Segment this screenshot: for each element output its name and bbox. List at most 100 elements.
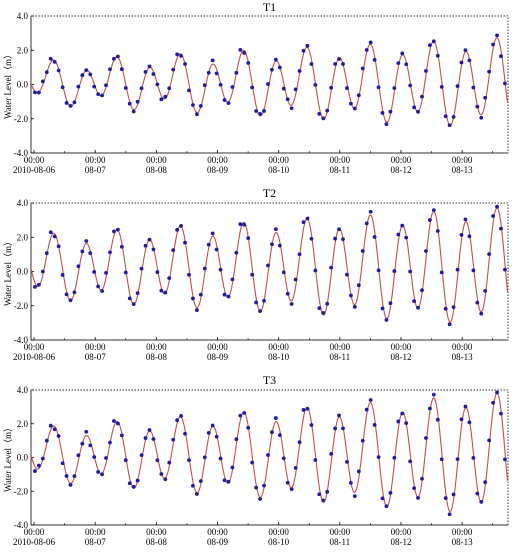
observed-point [123, 270, 128, 275]
observed-point [230, 85, 235, 89]
observed-point [416, 495, 420, 500]
observed-point [88, 251, 93, 256]
observed-point [305, 43, 310, 48]
chart-title: T2 [263, 186, 276, 200]
observed-point [412, 299, 416, 304]
observed-point [258, 309, 262, 313]
observed-point [210, 58, 215, 63]
observed-point [341, 237, 345, 242]
observed-point [191, 296, 195, 301]
observed-point [380, 306, 385, 311]
observed-point [471, 456, 476, 460]
observed-point [388, 301, 393, 306]
y-tick-label: 0.0 [17, 453, 29, 463]
observed-point [96, 470, 101, 474]
observed-point [226, 479, 231, 484]
observed-point [447, 322, 452, 327]
observed-point [424, 436, 428, 440]
observed-point [202, 455, 207, 460]
observed-point [60, 461, 65, 466]
observed-point [337, 413, 341, 418]
observed-point [443, 496, 448, 500]
y-axis-label: Water Level（m） [3, 237, 13, 306]
observed-point [194, 112, 199, 117]
observed-point [258, 111, 262, 116]
observed-point [72, 100, 77, 105]
observed-point [475, 300, 480, 305]
observed-point [404, 62, 409, 67]
x-tick-label-time: 00:00 [85, 155, 106, 165]
observed-point [37, 282, 41, 287]
observed-point [380, 496, 385, 501]
observed-point [455, 84, 460, 89]
chart-title: T3 [263, 373, 276, 387]
observed-point [100, 289, 104, 293]
observed-point [238, 222, 243, 227]
x-tick-label-time: 00:00 [268, 155, 289, 165]
observed-point [459, 60, 464, 65]
observed-point [230, 465, 235, 470]
observed-point [420, 288, 424, 293]
observed-point [376, 455, 381, 459]
observed-point [329, 451, 334, 456]
observed-point [234, 250, 239, 255]
observed-point [483, 480, 488, 485]
observed-point [104, 456, 108, 460]
observed-point [293, 277, 298, 282]
observed-point [293, 466, 298, 470]
observed-point [234, 437, 239, 442]
observed-point [68, 298, 73, 303]
observed-point [88, 72, 93, 77]
observed-point [289, 302, 294, 306]
observed-point [246, 61, 251, 65]
observed-point [167, 276, 172, 281]
observed-point [475, 104, 480, 109]
x-tick-label-date: 08-08 [146, 165, 167, 175]
x-tick-label-date: 08-08 [146, 352, 167, 362]
observed-point [439, 85, 444, 89]
observed-point [100, 472, 104, 477]
observed-point [345, 460, 349, 464]
observed-point [123, 458, 128, 463]
observed-point [475, 491, 480, 496]
observed-point [388, 490, 393, 495]
observed-point [214, 247, 219, 252]
observed-point [499, 54, 503, 59]
observed-point [76, 84, 81, 89]
x-tick-label-time: 00:00 [330, 155, 351, 165]
observed-point [56, 244, 61, 249]
observed-point [37, 463, 41, 468]
observed-point [159, 97, 164, 102]
observed-point [352, 106, 357, 111]
observed-point [175, 227, 180, 232]
observed-point [80, 73, 85, 78]
observed-point [266, 453, 270, 457]
observed-point [88, 443, 93, 448]
observed-point [104, 83, 108, 88]
observed-point [206, 70, 211, 75]
observed-point [503, 267, 507, 272]
observed-point [293, 87, 298, 92]
observed-point [246, 236, 251, 241]
y-tick-label: 2.0 [17, 232, 29, 242]
observed-point [416, 305, 420, 310]
observed-point [115, 227, 120, 232]
observed-point [112, 229, 116, 234]
x-tick-label-time: 00:00 [268, 527, 289, 537]
observed-point [384, 504, 389, 509]
observed-point [317, 111, 322, 116]
observed-point [206, 430, 211, 435]
observed-point [250, 272, 255, 277]
y-tick-label: 2.0 [17, 45, 29, 55]
x-tick-label-date: 08-10 [268, 165, 289, 175]
y-tick-label: -2.0 [14, 301, 29, 311]
observed-point [163, 94, 168, 99]
observed-point [297, 69, 302, 73]
observed-point [254, 300, 259, 305]
observed-point [108, 440, 112, 445]
observed-point [435, 53, 440, 58]
observed-point [48, 230, 53, 235]
observed-point [333, 236, 338, 241]
observed-point [372, 57, 377, 62]
